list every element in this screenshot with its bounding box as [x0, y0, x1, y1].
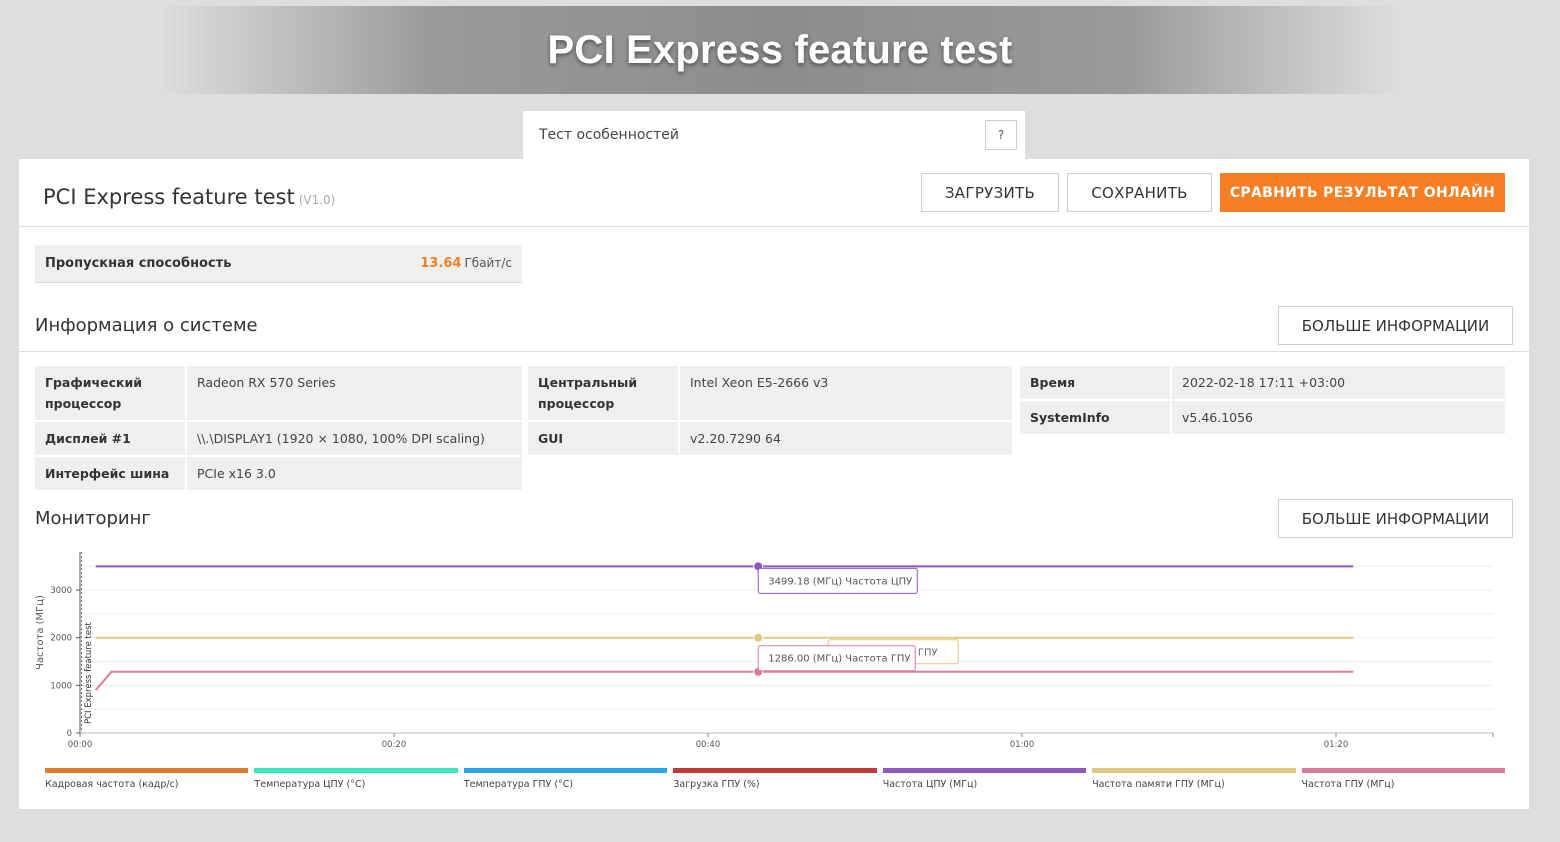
info-key: Интерфейс шина — [35, 457, 185, 490]
bandwidth-label: Пропускная способность — [45, 256, 232, 271]
x-tick-label: 00:00 — [68, 740, 93, 750]
page-title-text: PCI Express feature test — [43, 185, 295, 209]
hero-title: PCI Express feature test — [547, 27, 1013, 72]
info-value: Radeon RX 570 Series — [187, 366, 522, 420]
panel-header: PCI Express feature test (V1.0) ЗАГРУЗИТЬ… — [19, 159, 1529, 227]
info-key: GUI — [528, 422, 678, 455]
system-info-col2: Центральный процессор Intel Xeon E5-2666… — [526, 364, 1014, 457]
info-value: \\.\DISPLAY1 (1920 × 1080, 100% DPI scal… — [187, 422, 522, 455]
legend-swatch — [673, 768, 877, 773]
legend-label: Кадровая частота (кадр/с) — [45, 779, 179, 790]
system-info-title: Информация о системе — [35, 315, 258, 336]
save-button[interactable]: СОХРАНИТЬ — [1067, 173, 1212, 212]
y-tick-label: 0 — [67, 729, 72, 739]
bandwidth-score: 13.64 Гбайт/с — [420, 256, 512, 271]
x-tick-label: 00:40 — [696, 740, 721, 750]
system-info-col1: Графический процессор Radeon RX 570 Seri… — [33, 364, 524, 492]
legend-swatch — [463, 768, 668, 773]
band-label: PCI Express feature test — [84, 621, 94, 724]
help-button[interactable]: ? — [985, 120, 1017, 150]
tooltip-text: и ГПУ — [908, 648, 937, 659]
x-tick-label: 01:00 — [1010, 740, 1035, 750]
legend-label: Загрузка ГПУ (%) — [673, 779, 760, 790]
legend-item[interactable]: Температура ЦПУ (°C) — [254, 768, 458, 790]
legend-swatch — [1301, 768, 1505, 773]
info-value: Intel Xeon E5-2666 v3 — [680, 366, 1012, 420]
legend-label: Частота ГПУ (МГц) — [1301, 779, 1395, 790]
x-tick-label: 01:20 — [1324, 740, 1349, 750]
y-tick-label: 3000 — [50, 586, 72, 596]
legend-label: Частота памяти ГПУ (МГц) — [1092, 779, 1225, 790]
y-axis-label: Частота (МГц) — [35, 595, 46, 670]
info-value: v2.20.7290 64 — [680, 422, 1012, 455]
info-key: SystemInfo — [1020, 401, 1170, 434]
legend-swatch — [882, 768, 1087, 773]
bandwidth-metric: Пропускная способность 13.64 Гбайт/с — [35, 245, 522, 283]
tooltip-box — [757, 567, 918, 594]
info-key: Дисплей #1 — [35, 422, 185, 455]
page-title: PCI Express feature test (V1.0) — [43, 185, 335, 209]
series-line — [94, 670, 1354, 691]
table-row: Дисплей #1 \\.\DISPLAY1 (1920 × 1080, 10… — [35, 422, 522, 455]
version-label: (V1.0) — [298, 193, 336, 207]
table-row: Графический процессор Radeon RX 570 Seri… — [35, 366, 522, 420]
legend-item[interactable]: Температура ГПУ (°C) — [463, 768, 668, 790]
system-info-col3: Время 2022-02-18 17:11 +03:00 SystemInfo… — [1018, 364, 1507, 436]
table-row: Интерфейс шина PCIe x16 3.0 — [35, 457, 522, 490]
info-value: PCIe x16 3.0 — [187, 457, 522, 490]
info-key: Время — [1020, 366, 1170, 399]
table-row: GUI v2.20.7290 64 — [528, 422, 1012, 455]
info-value: v5.46.1056 — [1172, 401, 1505, 434]
compare-online-button[interactable]: СРАВНИТЬ РЕЗУЛЬТАТ ОНЛАЙН — [1220, 173, 1505, 212]
tooltip-text: 3499.18 (МГц) Частота ЦПУ — [768, 576, 912, 587]
tooltip-box — [757, 645, 916, 672]
info-value: 2022-02-18 17:11 +03:00 — [1172, 366, 1505, 399]
legend-item[interactable]: Частота ГПУ (МГц) — [1301, 768, 1505, 790]
test-selector[interactable]: Тест особенностей ? — [523, 111, 1025, 159]
table-row: Время 2022-02-18 17:11 +03:00 — [1020, 366, 1505, 399]
legend-swatch — [45, 768, 249, 773]
divider — [19, 351, 1529, 352]
monitoring-title: Мониторинг — [35, 508, 151, 529]
y-tick-label: 1000 — [50, 681, 72, 691]
legend-label: Частота ЦПУ (МГц) — [882, 779, 978, 790]
chart-legend: Кадровая частота (кадр/с) Температура ЦПУ… — [45, 768, 1505, 790]
bandwidth-value: 13.64 — [420, 256, 462, 271]
legend-label: Температура ЦПУ (°C) — [254, 779, 366, 790]
legend-item[interactable]: Загрузка ГПУ (%) — [673, 768, 877, 790]
test-selector-value: Тест особенностей — [539, 127, 679, 143]
legend-swatch — [1092, 768, 1296, 773]
monitoring-more-info-button[interactable]: БОЛЬШЕ ИНФОРМАЦИИ — [1278, 499, 1513, 538]
result-panel: PCI Express feature test (V1.0) ЗАГРУЗИТЬ… — [19, 159, 1529, 809]
system-more-info-button[interactable]: БОЛЬШЕ ИНФОРМАЦИИ — [1278, 306, 1513, 345]
info-key: Центральный процессор — [528, 366, 678, 420]
load-button[interactable]: ЗАГРУЗИТЬ — [921, 173, 1059, 212]
x-tick-label: 00:20 — [382, 740, 407, 750]
legend-label: Температура ГПУ (°C) — [463, 779, 574, 790]
tooltip-text: 1286.00 (МГц) Частота ГПУ — [768, 654, 910, 665]
hero-banner: PCI Express feature test — [160, 6, 1400, 94]
legend-swatch — [254, 768, 458, 773]
series-marker — [753, 632, 764, 643]
bandwidth-unit: Гбайт/с — [464, 256, 512, 270]
monitoring-chart[interactable]: 0 1000 2000 3000 00:00 00:20 00:40 01:00 01:20 Ча… — [19, 539, 1529, 764]
legend-item[interactable]: Частота ЦПУ (МГц) — [882, 768, 1087, 790]
info-key: Графический процессор — [35, 366, 185, 420]
legend-item[interactable]: Кадровая частота (кадр/с) — [45, 768, 249, 790]
table-row: SystemInfo v5.46.1056 — [1020, 401, 1505, 434]
y-tick-label: 2000 — [50, 634, 72, 644]
legend-item[interactable]: Частота памяти ГПУ (МГц) — [1092, 768, 1296, 790]
table-row: Центральный процессор Intel Xeon E5-2666… — [528, 366, 1012, 420]
